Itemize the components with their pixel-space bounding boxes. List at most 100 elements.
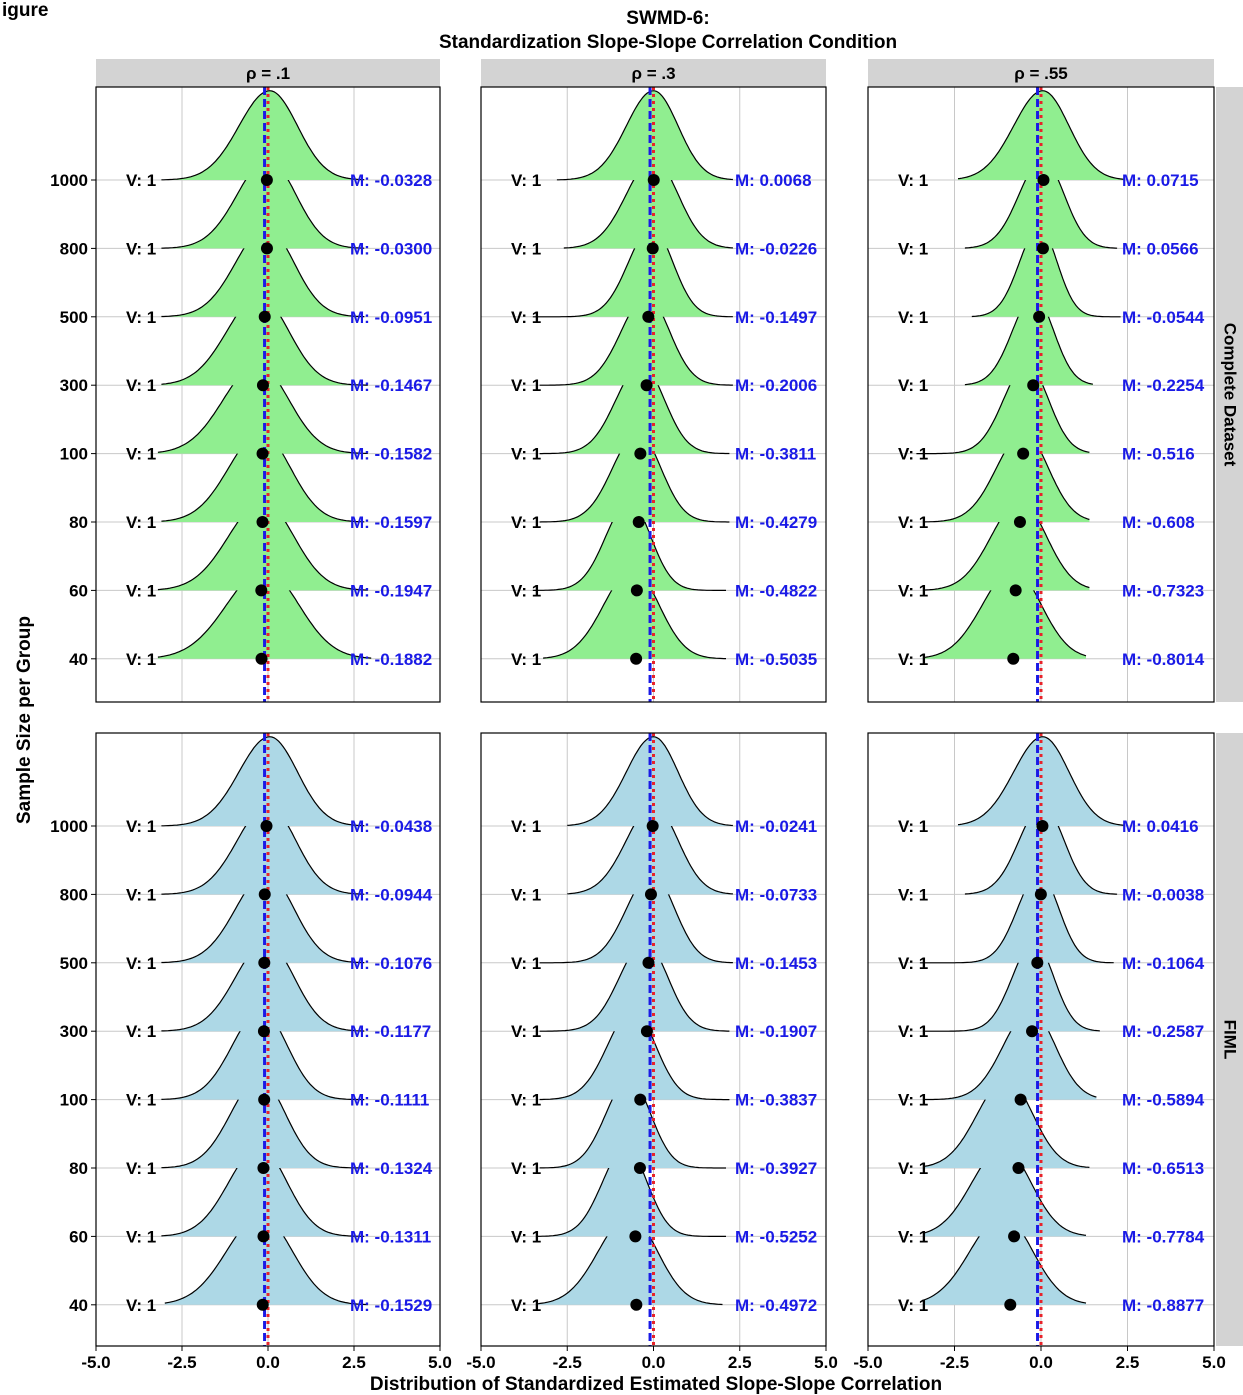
density-fill (161, 1010, 365, 1100)
variance-label: V: 1 (898, 239, 928, 258)
mean-point (630, 584, 643, 597)
panel-plot-area: V: 1 M: 0.0416 V: 1 M: -0.0038 V: 1 M: -0.106… (898, 733, 1205, 1346)
mean-label: M: -0.2587 (1122, 1022, 1204, 1041)
density-fill (964, 296, 1093, 386)
mean-point (1013, 516, 1026, 528)
x-tick-label: 2.5 (728, 1353, 752, 1372)
mean-label: M: -0.5252 (735, 1227, 817, 1246)
x-tick-label: 0.0 (256, 1353, 280, 1372)
mean-label: M: -0.4972 (735, 1296, 817, 1315)
mean-point (642, 310, 655, 323)
y-tick-label: 100 (60, 445, 88, 464)
y-tick-label: 300 (60, 376, 88, 395)
variance-label: V: 1 (898, 817, 928, 836)
mean-label: M: -0.1882 (350, 650, 432, 669)
mean-label: M: -0.1076 (350, 954, 432, 973)
x-tick-label: -2.5 (940, 1353, 969, 1372)
variance-label: V: 1 (511, 1022, 541, 1041)
density-curve (161, 90, 365, 181)
mean-point (255, 652, 268, 665)
mean-point (1014, 1093, 1027, 1106)
variance-label: V: 1 (898, 1022, 928, 1041)
variance-label: V: 1 (511, 308, 541, 327)
mean-label: M: -0.1467 (350, 376, 432, 395)
variance-label: V: 1 (898, 1159, 928, 1178)
mean-point (1009, 584, 1022, 597)
mean-point (260, 174, 273, 186)
variance-label: V: 1 (511, 885, 541, 904)
mean-point (256, 516, 269, 528)
mean-point (257, 1162, 270, 1174)
density-curve (957, 736, 1125, 826)
column-strip-label: ρ = .55 (1014, 64, 1068, 83)
variance-label: V: 1 (898, 581, 928, 600)
mean-point (260, 820, 273, 832)
y-tick-label: 40 (69, 650, 88, 669)
y-tick-label: 300 (60, 1022, 88, 1041)
mean-point (1031, 956, 1044, 969)
density-fill (539, 364, 730, 454)
mean-label: M: -0.3811 (735, 445, 816, 464)
density-fill (543, 569, 726, 659)
mean-label: M: -0.8877 (1122, 1296, 1204, 1315)
mean-point (257, 1230, 270, 1243)
variance-label: V: 1 (126, 1022, 156, 1041)
y-axis-title: Sample Size per Group (14, 616, 35, 824)
variance-label: V: 1 (126, 581, 156, 600)
mean-point (640, 1025, 653, 1038)
panel-plot-area: V: 1 M: 0.0715 V: 1 M: 0.0566 V: 1 M: -0.0544… (898, 87, 1205, 702)
x-tick-label: -5.0 (466, 1353, 495, 1372)
y-tick-label: 80 (69, 513, 88, 532)
variance-label: V: 1 (126, 1296, 156, 1315)
variance-label: V: 1 (898, 650, 928, 669)
mean-label: M: -0.0438 (350, 817, 432, 836)
mean-label: M: -0.1529 (350, 1296, 432, 1315)
mean-point (256, 447, 269, 460)
mean-label: M: 0.0416 (1122, 817, 1199, 836)
y-tick-label: 1000 (50, 817, 88, 836)
row-strip-label: Complete Dataset (1221, 323, 1240, 467)
mean-label: M: -0.6513 (1122, 1159, 1204, 1178)
density-fill (923, 1147, 1086, 1237)
variance-label: V: 1 (898, 1091, 928, 1110)
y-tick-label: 800 (60, 239, 88, 258)
mean-label: M: -0.608 (1122, 513, 1195, 532)
mean-label: M: -0.1907 (735, 1022, 817, 1041)
density-curve (532, 226, 733, 318)
density-curve (161, 736, 365, 827)
variance-label: V: 1 (511, 581, 541, 600)
y-tick-label: 500 (60, 308, 88, 327)
variance-label: V: 1 (898, 445, 928, 464)
mean-label: M: -0.1582 (350, 445, 432, 464)
variance-label: V: 1 (126, 376, 156, 395)
mean-label: M: -0.8014 (1122, 650, 1205, 669)
density-curve (556, 90, 733, 181)
mean-label: M: -0.0226 (735, 239, 817, 258)
mean-point (1034, 888, 1047, 901)
mean-label: M: -0.4822 (735, 581, 817, 600)
mean-point (256, 1298, 269, 1311)
density-fill (532, 501, 726, 591)
density-fill (958, 90, 1124, 180)
variance-label: V: 1 (126, 954, 156, 973)
panel-border (95, 86, 441, 703)
y-tick-label: 40 (69, 1296, 88, 1315)
variance-label: V: 1 (511, 650, 541, 669)
variance-label: V: 1 (898, 171, 928, 190)
mean-label: M: -0.1311 (350, 1227, 431, 1246)
mean-point (647, 174, 660, 186)
density-fill (161, 736, 365, 826)
panel-border (867, 86, 1215, 703)
mean-point (258, 310, 271, 323)
panel: V: 1 M: 0.0068 V: 1 M: -0.0226 V: 1 M: -0.149… (480, 86, 827, 703)
figure-label: igure (2, 0, 48, 21)
x-axis-title: Distribution of Standardized Estimated S… (370, 1374, 942, 1395)
mean-point (630, 652, 643, 665)
row-strip-label: FIML (1221, 1020, 1240, 1060)
y-tick-label: 80 (69, 1159, 88, 1178)
mean-point (630, 1298, 643, 1311)
chart-title: SWMD-6: (626, 8, 709, 29)
mean-label: M: -0.516 (1122, 445, 1195, 464)
density-fill (536, 1147, 726, 1237)
variance-label: V: 1 (898, 1227, 928, 1246)
